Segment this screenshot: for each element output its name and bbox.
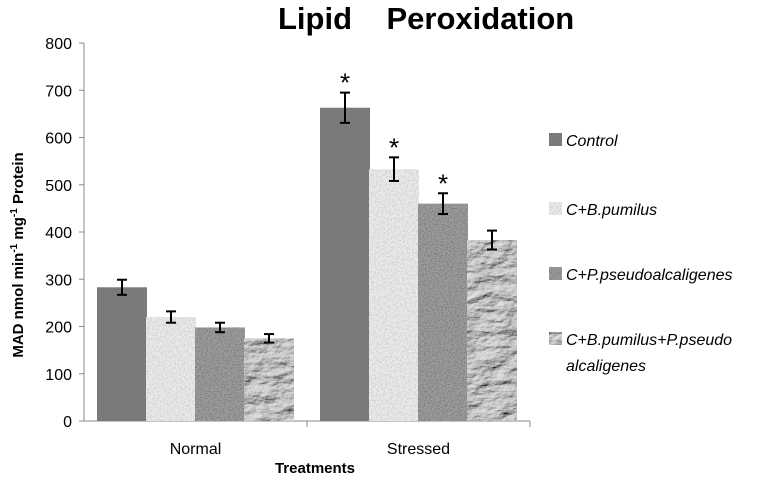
bar [467,240,517,421]
legend: Control C+B.pumilus C+P.pseudoalcaligenes C… [549,133,733,375]
y-tick-label: 400 [45,225,72,242]
legend-label: Control [566,133,618,150]
chart-title: Lipid Peroxidation [278,1,575,36]
x-category-label: Stressed [387,441,450,458]
y-tick-label: 800 [45,36,72,53]
y-tick-label: 200 [45,320,72,337]
legend-label: C+B.pumilus+P.pseudo [566,332,732,349]
legend-swatch [549,267,562,280]
y-tick-label: 100 [45,367,72,384]
y-tick-label: 500 [45,178,72,195]
x-axis-title: Treatments [275,460,355,477]
bar [369,169,419,421]
significance-marker: * [438,168,448,198]
y-tick-label: 600 [45,131,72,148]
y-tick-label: 700 [45,83,72,100]
legend-swatch [549,332,562,345]
bar [418,203,468,421]
bar [195,327,245,421]
significance-marker: * [340,68,350,98]
legend-label: alcaligenes [566,358,646,375]
bar [244,338,294,421]
legend-label: C+B.pumilus [566,202,657,219]
legend-swatch [549,202,562,215]
y-tick-label: 0 [63,414,72,431]
bar [146,317,196,421]
bar [320,107,370,422]
legend-label: C+P.pseudoalcaligenes [566,267,733,284]
y-tick-label: 300 [45,272,72,289]
x-category-label: Normal [170,441,222,458]
bar [97,287,147,421]
legend-swatch [549,133,562,146]
significance-marker: * [389,132,399,162]
